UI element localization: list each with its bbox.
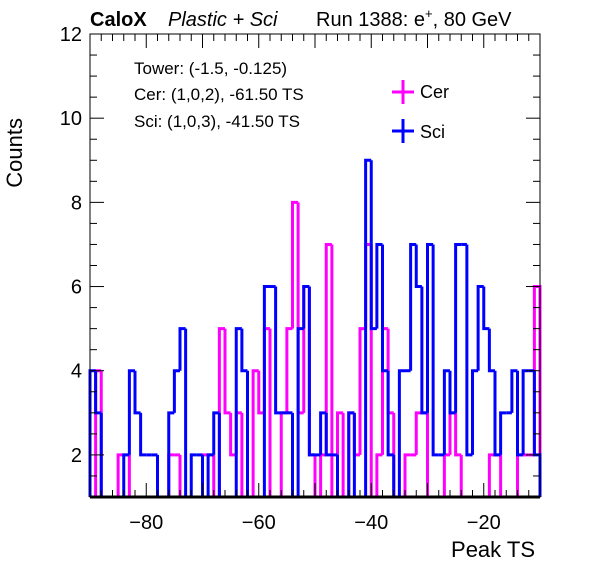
bin-cer-48 [358, 327, 366, 455]
bin-sci-72 [493, 370, 501, 457]
bin-cer-24 [223, 328, 231, 415]
legend-label-sci: Sci [420, 122, 445, 142]
bin-sci-60 [426, 242, 434, 413]
axis-ticks: −80 −60 −40 −20 2 4 6 8 10 12 [60, 24, 541, 534]
bin-sci-67 [465, 244, 473, 457]
bin-sci-38 [302, 285, 310, 329]
bin-sci-31 [262, 285, 270, 497]
bin-sci-8 [133, 370, 141, 415]
bin-sci-49 [364, 158, 372, 497]
bin-cer-58 [414, 411, 422, 455]
bin-sci-52 [381, 244, 389, 373]
bin-sci-21 [206, 453, 214, 497]
bin-cer-63 [442, 453, 450, 497]
bin-sci-76 [516, 370, 524, 457]
bin-cer-51 [375, 453, 383, 497]
bin-cer-66 [459, 454, 467, 499]
title-run: Run 1388: e+, 80 GeV [316, 6, 512, 31]
legend-marker-sci [392, 119, 414, 143]
bin-sci-65 [454, 242, 462, 413]
bin-sci-26 [234, 327, 242, 497]
bin-cer-29 [251, 369, 259, 497]
bin-cer-65 [454, 412, 462, 457]
bin-cer-73 [499, 454, 507, 499]
series-sci [88, 158, 542, 499]
bin-sci-63 [442, 369, 450, 455]
bin-cer-7 [127, 454, 135, 499]
y-tick-label: 4 [71, 361, 82, 383]
title-run-prefix: Run 1388: e [316, 9, 425, 31]
plot-area [88, 158, 542, 499]
bin-sci-75 [510, 369, 518, 413]
bin-sci-9 [139, 412, 147, 457]
bin-cer-34 [279, 411, 287, 497]
bin-cer-41 [319, 453, 327, 497]
info-cer: Cer: (1,0,2), -61.50 TS [134, 85, 304, 104]
bin-sci-77 [521, 369, 529, 455]
bin-sci-53 [386, 370, 394, 457]
bin-sci-15 [172, 369, 180, 413]
bin-sci-58 [414, 244, 422, 289]
y-tick-label: 10 [60, 108, 82, 130]
bin-sci-7 [127, 369, 135, 455]
bin-sci-46 [347, 411, 355, 497]
bin-sci-23 [217, 412, 225, 499]
bin-cer-30 [257, 370, 265, 415]
bin-cer-42 [324, 242, 332, 455]
bin-sci-51 [375, 242, 383, 329]
info-tower: Tower: (-1.5, -0.125) [134, 59, 287, 78]
legend-marker-cer [392, 80, 414, 104]
bin-cer-56 [403, 453, 411, 497]
legend: Cer Sci [392, 80, 449, 143]
legend-label-cer: Cer [420, 82, 449, 102]
bin-sci-22 [212, 411, 220, 455]
y-tick-label: 6 [71, 277, 82, 299]
title-particle-sup: + [425, 6, 433, 21]
bin-sci-55 [397, 369, 405, 497]
y-tick-label: 8 [71, 192, 82, 214]
bin-sci-6 [122, 453, 130, 497]
title-run-suffix: , 80 GeV [433, 9, 513, 31]
bin-sci-16 [178, 327, 186, 371]
x-tick-label: −60 [242, 512, 276, 534]
bin-sci-18 [189, 453, 197, 497]
bin-cer-71 [487, 453, 495, 497]
bin-sci-61 [431, 244, 439, 457]
bin-sci-68 [471, 369, 479, 455]
y-tick-label: 2 [71, 445, 82, 467]
bin-sci-64 [448, 370, 456, 415]
bin-cer-76 [516, 453, 524, 497]
x-axis-label: Peak TS [451, 537, 535, 562]
bin-sci-59 [420, 286, 428, 415]
bin-sci-50 [369, 160, 377, 331]
bin-cer-35 [285, 327, 293, 413]
bin-sci-27 [240, 328, 248, 373]
y-tick-label: 12 [60, 24, 82, 46]
bin-sci-42 [324, 412, 332, 457]
bin-sci-71 [487, 328, 495, 373]
bin-sci-33 [274, 286, 282, 415]
bin-cer-25 [229, 412, 237, 457]
bin-sci-12 [156, 454, 164, 499]
bin-sci-14 [167, 411, 175, 497]
bin-cer-5 [116, 453, 124, 497]
bin-sci-41 [319, 411, 327, 455]
bin-cer-36 [291, 200, 299, 329]
x-tick-label: −80 [129, 512, 163, 534]
title-experiment: CaloX [90, 9, 147, 31]
bin-sci-57 [409, 242, 417, 371]
bin-sci-37 [296, 327, 304, 497]
info-sci: Sci: (1,0,3), -41.50 TS [134, 112, 300, 131]
title-detector: Plastic + Sci [168, 9, 278, 31]
x-tick-label: −20 [467, 512, 501, 534]
x-tick-label: −40 [354, 512, 388, 534]
bin-sci-73 [499, 411, 507, 455]
y-axis-label: Counts [2, 118, 27, 188]
bin-sci-69 [476, 285, 484, 371]
bin-sci-70 [482, 286, 490, 331]
bin-sci-39 [307, 286, 315, 457]
